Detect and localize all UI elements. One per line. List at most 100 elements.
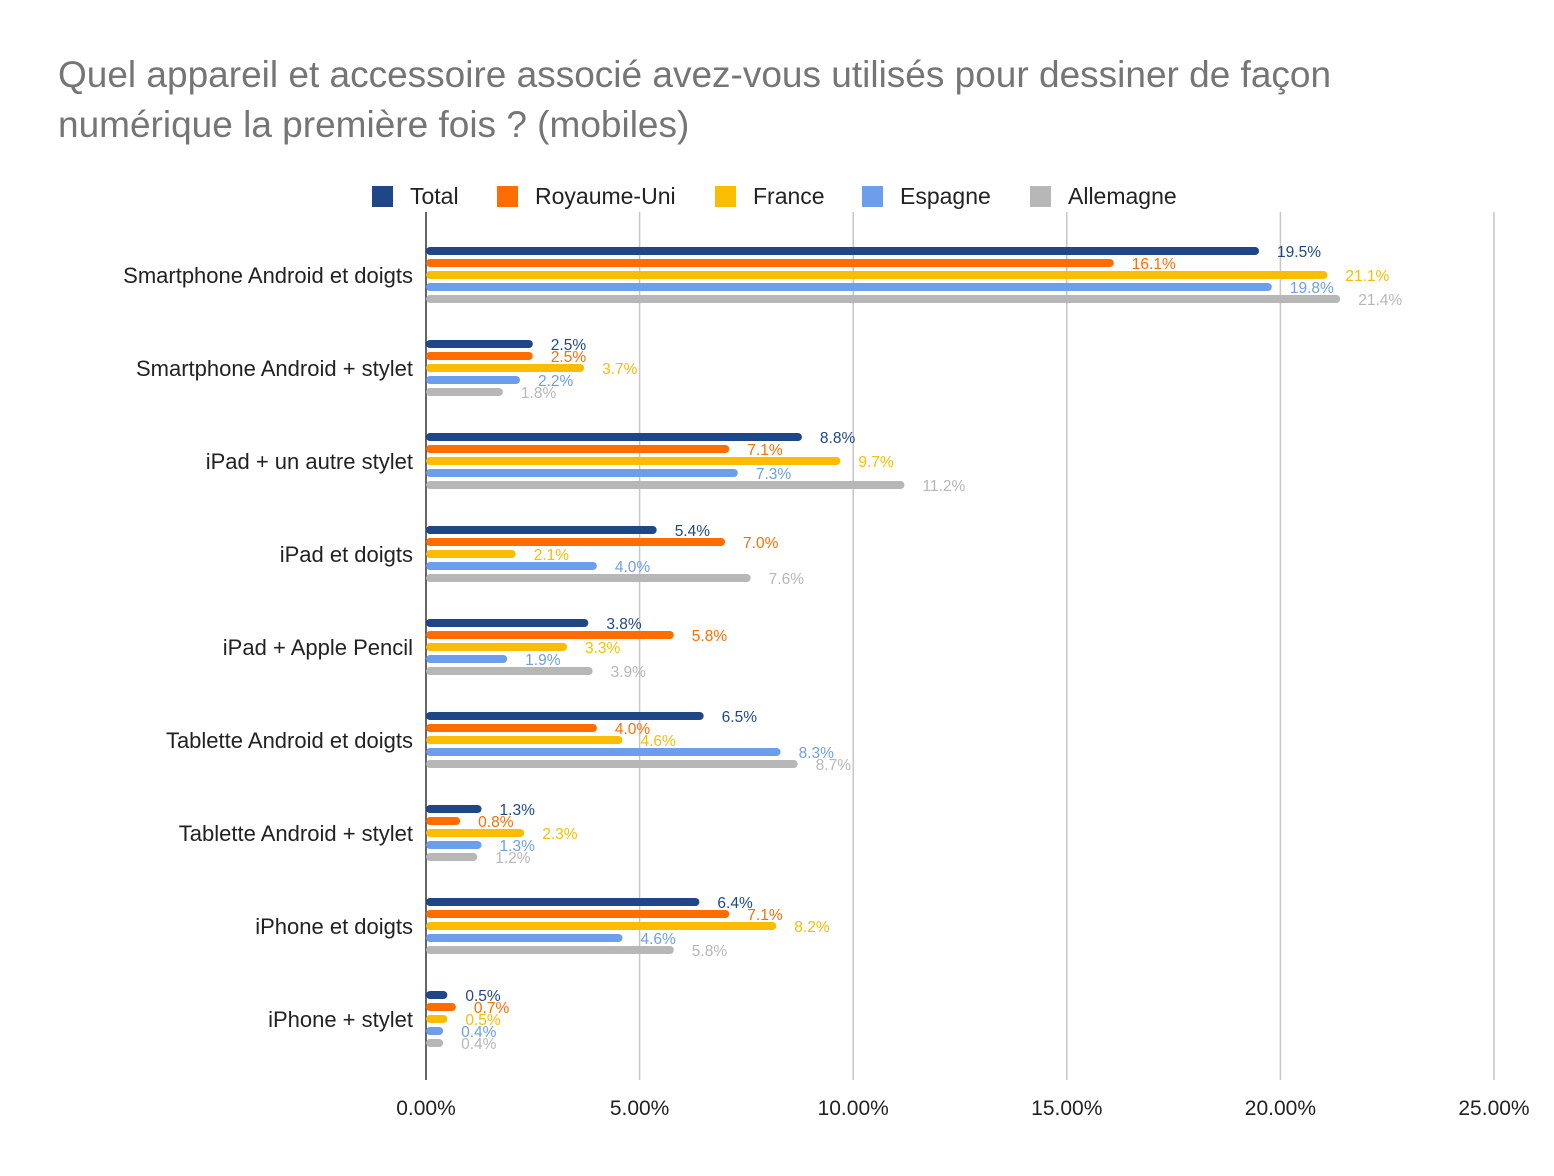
data-label: 6.5% (722, 709, 758, 726)
x-tick-label: 5.00% (610, 1097, 670, 1120)
bar (426, 247, 1260, 255)
data-label: 4.0% (615, 721, 651, 738)
category-label: iPad + un autre stylet (206, 449, 413, 474)
bar (426, 841, 482, 849)
data-label: 7.6% (769, 571, 805, 588)
bar (426, 574, 751, 582)
data-label: 5.4% (675, 523, 711, 540)
legend-label: Allemagne (1068, 183, 1177, 209)
data-label: 4.6% (641, 931, 677, 948)
bar (426, 760, 798, 768)
bar (426, 1015, 448, 1023)
bar (426, 805, 482, 813)
x-tick-label: 20.00% (1245, 1097, 1316, 1120)
data-label: 4.6% (641, 733, 677, 750)
legend-label: Royaume-Uni (535, 183, 676, 209)
data-labels: 19.5% 16.1% 21.1% 19.8% 21.4% 2.5%2.5% 3.7% 2.2… (461, 244, 1402, 1053)
legend-item: Espagne (862, 183, 991, 209)
legend-label: Total (410, 183, 459, 209)
bar (426, 1003, 456, 1011)
bar (426, 853, 478, 861)
legend-label: France (753, 183, 825, 209)
category-label: iPad et doigts (280, 542, 413, 567)
category-label: iPhone + stylet (268, 1007, 413, 1032)
data-label: 1.8% (521, 385, 557, 402)
data-label: 3.7% (602, 361, 638, 378)
data-label: 8.8% (820, 430, 856, 447)
category-label: Tablette Android + stylet (179, 821, 413, 846)
bar (426, 946, 674, 954)
data-label: 7.1% (747, 907, 783, 924)
category-label: iPad + Apple Pencil (223, 635, 413, 660)
data-label: 4.0% (615, 559, 651, 576)
bar (426, 433, 802, 441)
data-label: 3.8% (606, 616, 642, 633)
bar (426, 898, 700, 906)
bar (426, 736, 623, 744)
bar (426, 295, 1341, 303)
bar (426, 445, 730, 453)
data-label: 1.3% (500, 838, 536, 855)
data-label: 1.9% (525, 652, 561, 669)
bar (426, 934, 623, 942)
data-label: 2.3% (542, 826, 578, 843)
chart-title: Quel appareil et accessoire associé avez… (58, 54, 1332, 145)
data-label: 2.5% (551, 349, 587, 366)
data-label: 7.3% (756, 466, 792, 483)
bar (426, 724, 597, 732)
gridlines (425, 212, 1495, 1080)
data-label: 0.5% (465, 1012, 501, 1029)
bar (426, 538, 726, 546)
data-label: 0.5% (465, 988, 501, 1005)
data-label: 8.3% (799, 745, 835, 762)
x-tick-label: 25.00% (1458, 1097, 1529, 1120)
legend-swatch (497, 186, 518, 207)
legend-item: France (715, 183, 825, 209)
data-label: 21.1% (1345, 268, 1389, 285)
category-labels: Smartphone Android et doigts Smartphone A… (123, 263, 413, 1032)
bar (426, 352, 533, 360)
data-label: 3.3% (585, 640, 621, 657)
bar (426, 271, 1328, 279)
bar (426, 457, 841, 465)
bar (426, 631, 674, 639)
bar (426, 376, 520, 384)
data-label: 8.7% (816, 757, 852, 774)
data-label: 7.1% (747, 442, 783, 459)
data-label: 1.3% (500, 802, 536, 819)
legend-item: Allemagne (1030, 183, 1177, 209)
bar (426, 991, 448, 999)
bars (426, 247, 1341, 1047)
legend-item: Total (372, 183, 459, 209)
bar (426, 667, 593, 675)
bar (426, 829, 525, 837)
bar (426, 259, 1114, 267)
x-axis-ticks: 0.00% 5.00% 10.00% 15.00% 20.00% 25.00% (396, 1097, 1529, 1120)
x-tick-label: 0.00% (396, 1097, 456, 1120)
bar (426, 655, 508, 663)
legend-swatch (372, 186, 393, 207)
legend: Total Royaume-Uni France Espagne Allemagne (372, 183, 1177, 209)
data-label: 7.0% (743, 535, 779, 552)
bar (426, 550, 516, 558)
bar (426, 619, 589, 627)
data-label: 9.7% (858, 454, 894, 471)
bar (426, 817, 461, 825)
x-tick-label: 15.00% (1031, 1097, 1102, 1120)
legend-item: Royaume-Uni (497, 183, 676, 209)
bar (426, 910, 730, 918)
category-label: Smartphone Android et doigts (123, 263, 413, 288)
bar (426, 643, 567, 651)
bar (426, 526, 657, 534)
data-label: 19.8% (1290, 280, 1334, 297)
bar (426, 712, 704, 720)
bar (426, 283, 1272, 291)
data-label: 2.2% (538, 373, 574, 390)
legend-label: Espagne (900, 183, 991, 209)
data-label: 8.2% (794, 919, 830, 936)
legend-swatch (715, 186, 736, 207)
data-label: 11.2% (922, 478, 965, 495)
data-label: 1.2% (495, 850, 531, 867)
data-label: 5.8% (692, 943, 728, 960)
category-label: Smartphone Android + stylet (136, 356, 413, 381)
